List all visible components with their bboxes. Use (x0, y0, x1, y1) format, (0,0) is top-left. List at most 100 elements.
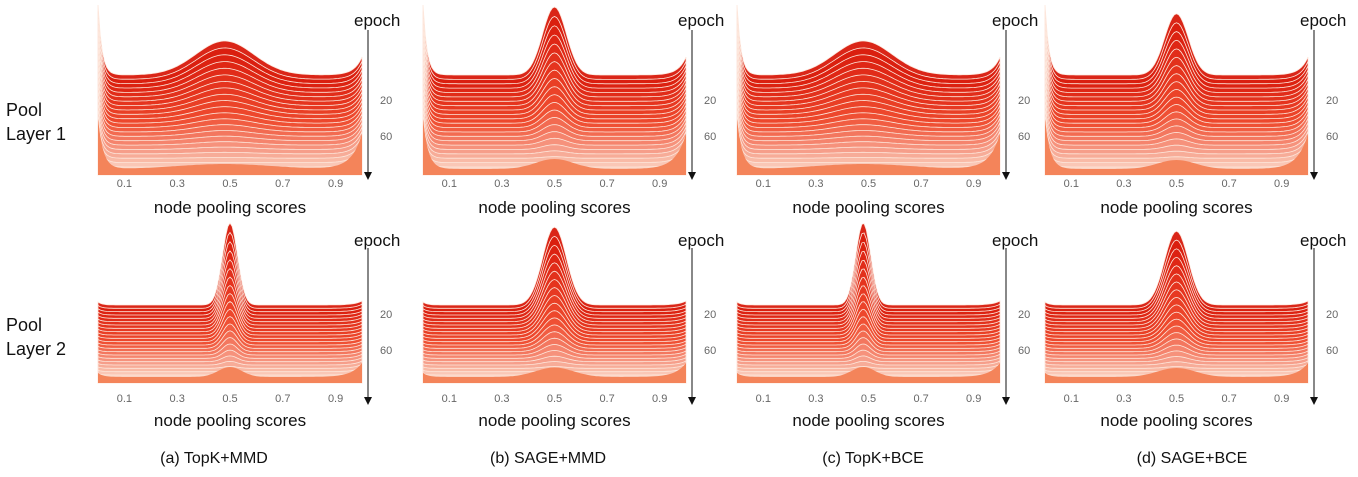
epoch-axis-label: epoch (354, 11, 400, 30)
x-tick-label: 0.3 (808, 393, 823, 405)
row-label-line1: Pool (6, 100, 43, 120)
x-tick-label: 0.9 (328, 178, 343, 190)
epoch-tick-label: 60 (380, 131, 392, 143)
epoch-axis-arrow (1002, 172, 1010, 180)
x-tick-label: 0.5 (222, 178, 237, 190)
epoch-tick-label: 20 (704, 95, 716, 107)
front-ridge-area (98, 363, 362, 383)
epoch-tick-label: 20 (1326, 309, 1338, 321)
front-ridge-area (737, 363, 1000, 383)
x-tick-label: 0.3 (170, 178, 185, 190)
x-tick-label: 0.3 (170, 393, 185, 405)
x-tick-label: 0.1 (117, 393, 132, 405)
chart-panel-a-row1: 0.1 0.3 0.5 0.7 0.9 node pooling scores epoch 2… (97, 4, 400, 217)
x-tick-label: 0.1 (442, 393, 457, 405)
epoch-axis-arrow (364, 172, 372, 180)
epoch-tick-label: 60 (1018, 345, 1030, 357)
x-axis-label: node pooling scores (154, 411, 306, 430)
x-tick-label: 0.9 (966, 178, 981, 190)
x-tick-label: 0.1 (1064, 178, 1079, 190)
x-axis-label: node pooling scores (478, 198, 630, 217)
epoch-tick-label: 60 (380, 345, 392, 357)
epoch-axis-arrow (688, 172, 696, 180)
epoch-tick-label: 20 (704, 309, 716, 321)
chart-panel-b-row2: 0.1 0.3 0.5 0.7 0.9 node pooling scores epoch 2… (422, 226, 724, 430)
epoch-tick-label: 20 (380, 95, 392, 107)
x-tick-label: 0.9 (328, 393, 343, 405)
x-tick-label: 0.9 (966, 393, 981, 405)
x-tick-label: 0.5 (861, 178, 876, 190)
x-tick-label: 0.7 (599, 393, 614, 405)
chart-panel-d-row1: 0.1 0.3 0.5 0.7 0.9 node pooling scores epoch 2… (1044, 4, 1346, 217)
x-tick-label: 0.9 (652, 178, 667, 190)
chart-panel-c-row1: 0.1 0.3 0.5 0.7 0.9 node pooling scores epoch 2… (736, 4, 1038, 217)
x-axis-label: node pooling scores (154, 198, 306, 217)
epoch-axis-label: epoch (678, 11, 724, 30)
chart-panel-c-row2: 0.1 0.3 0.5 0.7 0.9 node pooling scores epoch 2… (736, 223, 1038, 430)
x-tick-label: 0.5 (1169, 178, 1184, 190)
row-label-pool-layer-1: Pool Layer 1 (6, 98, 66, 146)
epoch-axis-label: epoch (1300, 11, 1346, 30)
caption-topk-bce: (c) TopK+BCE (822, 450, 924, 467)
front-ridge-area (1045, 363, 1308, 383)
front-ridge-area (423, 363, 686, 383)
epoch-axis-label: epoch (992, 11, 1038, 30)
x-tick-label: 0.1 (756, 393, 771, 405)
x-tick-label: 0.5 (547, 178, 562, 190)
ridge-layer (97, 132, 363, 176)
x-tick-label: 0.9 (1274, 393, 1289, 405)
x-axis-label: node pooling scores (478, 411, 630, 430)
x-tick-label: 0.7 (913, 393, 928, 405)
x-tick-label: 0.3 (1116, 178, 1131, 190)
epoch-tick-label: 60 (704, 131, 716, 143)
chart-panel-b-row1: 0.1 0.3 0.5 0.7 0.9 node pooling scores epoch 2… (422, 4, 724, 217)
epoch-tick-label: 20 (1326, 95, 1338, 107)
epoch-axis-arrow (688, 397, 696, 405)
x-tick-label: 0.9 (1274, 178, 1289, 190)
epoch-axis-arrow (1310, 172, 1318, 180)
epoch-axis-label: epoch (992, 231, 1038, 250)
x-tick-label: 0.1 (442, 178, 457, 190)
x-tick-label: 0.7 (275, 393, 290, 405)
x-tick-label: 0.3 (1116, 393, 1131, 405)
x-axis-label: node pooling scores (792, 198, 944, 217)
epoch-axis-arrow (1310, 397, 1318, 405)
epoch-tick-label: 60 (1018, 131, 1030, 143)
caption-topk-mmd: (a) TopK+MMD (160, 450, 268, 467)
x-tick-label: 0.7 (599, 178, 614, 190)
x-tick-label: 0.1 (1064, 393, 1079, 405)
epoch-tick-label: 60 (704, 345, 716, 357)
epoch-tick-label: 60 (1326, 131, 1338, 143)
x-tick-label: 0.5 (861, 393, 876, 405)
row-label-line2: Layer 2 (6, 339, 67, 359)
epoch-axis-label: epoch (678, 231, 724, 250)
x-tick-label: 0.7 (1221, 393, 1236, 405)
x-tick-label: 0.5 (222, 393, 237, 405)
x-tick-label: 0.7 (275, 178, 290, 190)
caption-sage-mmd: (b) SAGE+MMD (489, 450, 606, 467)
front-ridge-area (98, 118, 362, 175)
front-ridge-area (737, 118, 1000, 175)
x-tick-label: 0.1 (117, 178, 132, 190)
x-axis-label: node pooling scores (1100, 198, 1252, 217)
epoch-axis-label: epoch (1300, 231, 1346, 250)
epoch-axis-label: epoch (354, 231, 400, 250)
x-tick-label: 0.3 (494, 178, 509, 190)
x-tick-label: 0.7 (913, 178, 928, 190)
x-tick-label: 0.9 (652, 393, 667, 405)
x-tick-label: 0.7 (1221, 178, 1236, 190)
row-label-line1: Pool (6, 315, 43, 335)
epoch-tick-label: 20 (380, 309, 392, 321)
front-ridge-area (423, 119, 686, 175)
row-label-pool-layer-2: Pool Layer 2 (6, 313, 66, 361)
epoch-tick-label: 20 (1018, 95, 1030, 107)
x-axis-label: node pooling scores (1100, 411, 1252, 430)
epoch-axis-arrow (1002, 397, 1010, 405)
x-tick-label: 0.1 (756, 178, 771, 190)
x-tick-label: 0.3 (808, 178, 823, 190)
chart-panel-a-row2: 0.1 0.3 0.5 0.7 0.9 node pooling scores epoch 2… (97, 222, 400, 430)
row-label-line2: Layer 1 (6, 124, 67, 144)
caption-sage-bce: (d) SAGE+BCE (1136, 450, 1248, 467)
front-ridge-area (1045, 119, 1308, 175)
x-tick-label: 0.5 (1169, 393, 1184, 405)
